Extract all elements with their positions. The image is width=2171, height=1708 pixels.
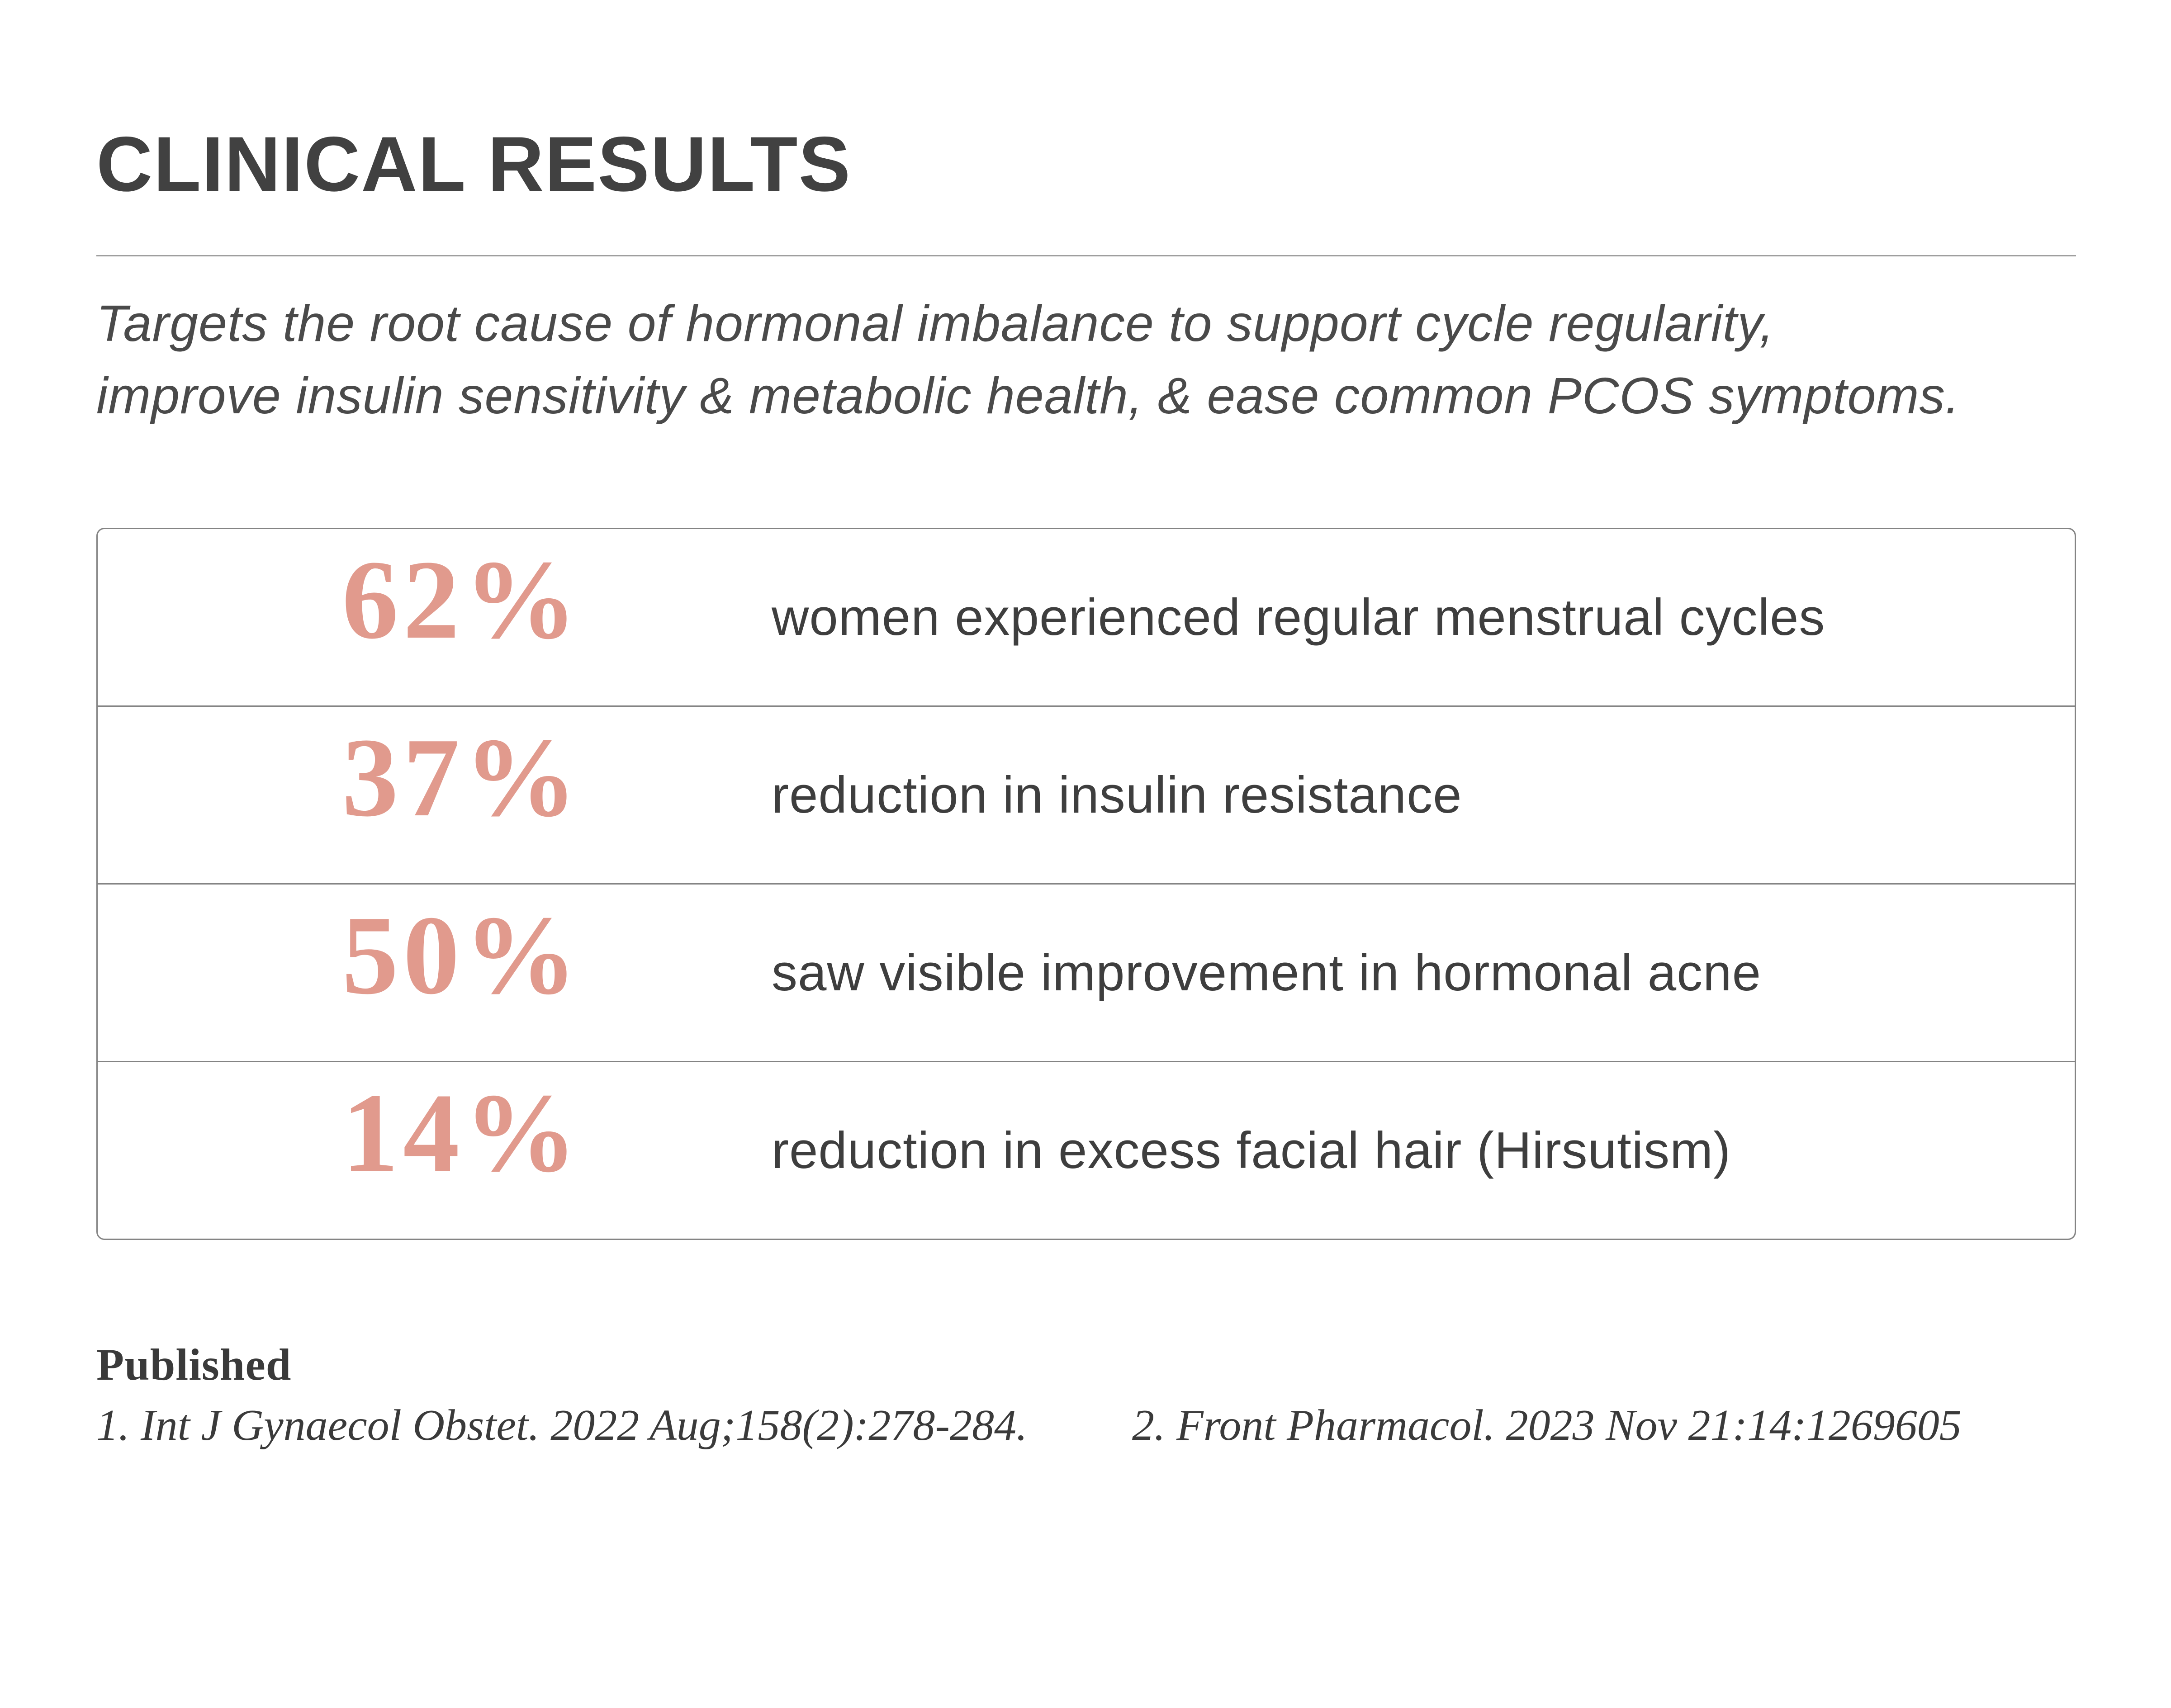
reference-citation-1: 1. Int J Gynaecol Obstet. 2022 Aug;158(2… bbox=[96, 1401, 1028, 1450]
percent-value: 14% bbox=[342, 1070, 582, 1196]
page-content: CLINICAL RESULTS Targets the root cause … bbox=[0, 125, 2171, 1448]
clinical-results-table: 62% women experienced regular menstrual … bbox=[96, 528, 2076, 1240]
reference-citation-2: 2. Front Pharmacol. 2023 Nov 21:14:12696… bbox=[1132, 1401, 1962, 1450]
table-row: 14% reduction in excess facial hair (Hir… bbox=[98, 1061, 2075, 1239]
published-heading: Published bbox=[96, 1339, 292, 1390]
percent-value: 37% bbox=[342, 715, 582, 841]
result-label: reduction in excess facial hair (Hirsuti… bbox=[772, 1121, 1731, 1179]
percent-cell: 50% bbox=[98, 899, 772, 1029]
percent-cell: 62% bbox=[98, 544, 772, 674]
percent-cell: 14% bbox=[98, 1077, 772, 1207]
table-row: 37% reduction in insulin resistance bbox=[98, 705, 2075, 883]
result-label: saw visible improvement in hormonal acne bbox=[772, 944, 1761, 1002]
table-row: 50% saw visible improvement in hormonal … bbox=[98, 883, 2075, 1061]
result-label: reduction in insulin resistance bbox=[772, 766, 1462, 824]
references: 1. Int J Gynaecol Obstet. 2022 Aug;158(2… bbox=[96, 1403, 2076, 1448]
page-title: CLINICAL RESULTS bbox=[96, 121, 852, 208]
table-row: 62% women experienced regular menstrual … bbox=[98, 529, 2075, 705]
title-divider bbox=[96, 255, 2076, 257]
result-label: women experienced regular menstrual cycl… bbox=[772, 588, 1825, 646]
percent-cell: 37% bbox=[98, 721, 772, 852]
subtitle: Targets the root cause of hormonal imbal… bbox=[96, 287, 2076, 432]
subtitle-line-1: Targets the root cause of hormonal imbal… bbox=[96, 295, 1774, 352]
percent-value: 50% bbox=[342, 893, 582, 1018]
percent-value: 62% bbox=[342, 537, 582, 663]
subtitle-line-2: improve insulin sensitivity & metabolic … bbox=[96, 367, 1960, 425]
